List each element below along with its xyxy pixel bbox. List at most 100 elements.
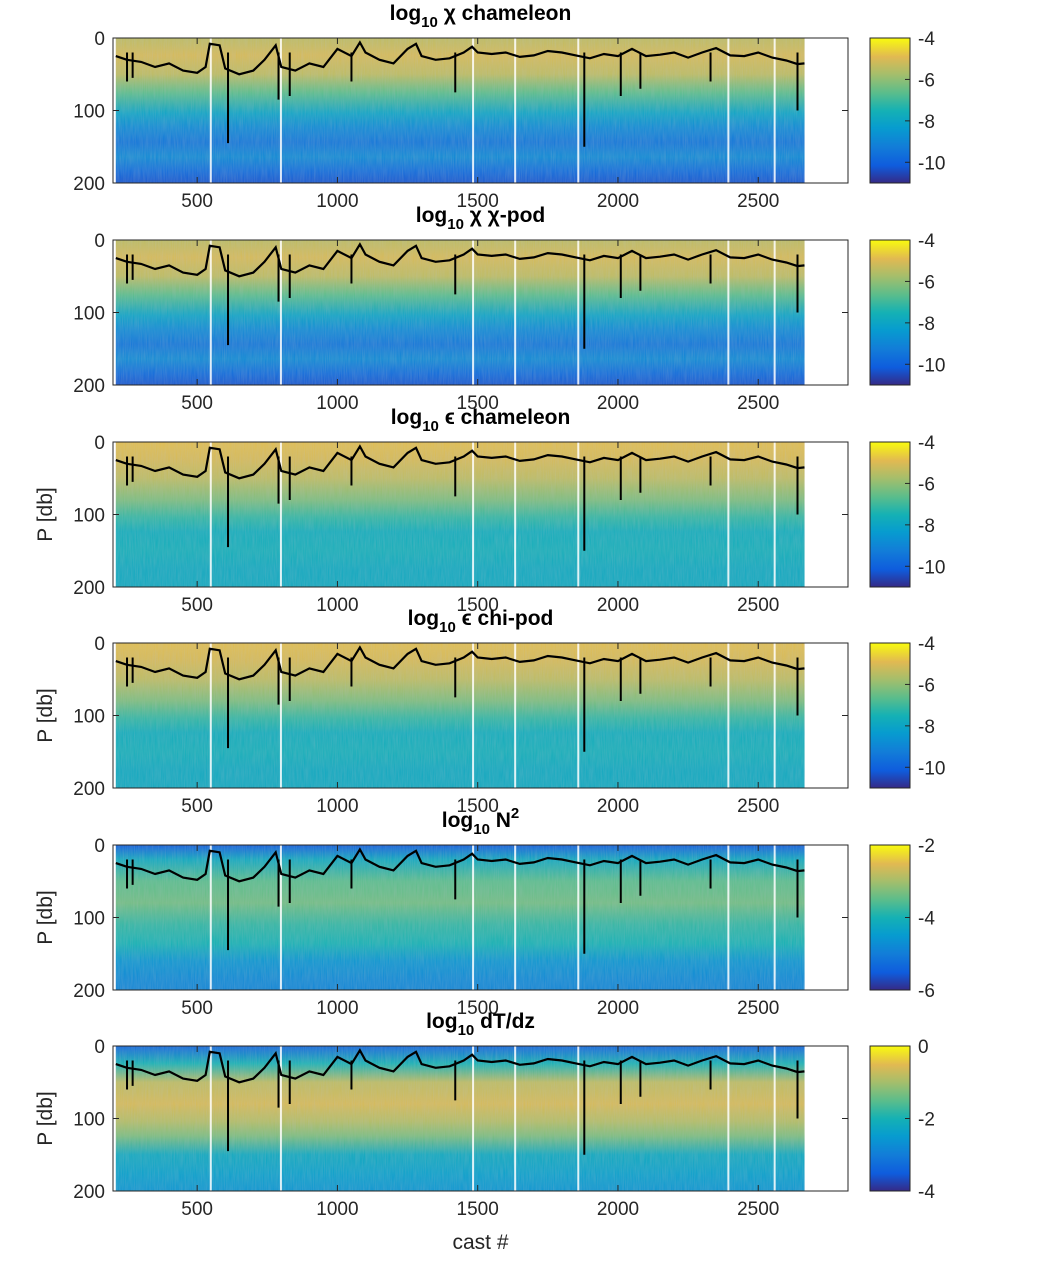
colorbar [870, 643, 910, 788]
panel-3: 500 1000 1500 2000 2500 0 100 200 log10 ϵ chamel… [34, 406, 945, 616]
gap-line-2 [279, 845, 282, 990]
gap-line-2 [279, 240, 282, 385]
y-tick-label: 0 [94, 29, 105, 50]
y-axis-label: P [db] [34, 1091, 57, 1146]
gap-line-1 [209, 1046, 212, 1191]
gap-line-3 [472, 38, 475, 183]
y-tick-label: 0 [94, 634, 105, 655]
x-tick-label: 1000 [316, 796, 358, 817]
x-tick-label: 2000 [597, 191, 639, 212]
panel-title: log10 dT/dz [426, 1010, 535, 1039]
gap-line-4 [514, 38, 517, 183]
colorbar-tick-label: -4 [918, 231, 935, 252]
x-tick-label: 2000 [597, 393, 639, 414]
heatmap-texture [115, 643, 805, 788]
y-tick-label: 100 [73, 102, 105, 123]
colorbar-tick-label: -4 [918, 909, 935, 930]
gap-line-4 [514, 1046, 517, 1191]
panel-title: log10 ϵ chameleon [391, 406, 571, 435]
colorbar [870, 240, 910, 385]
gap-line-2 [279, 442, 282, 587]
colorbar-tick-label: -4 [918, 634, 935, 655]
panel-title: log10 N2 [442, 805, 520, 838]
colorbar [870, 1046, 910, 1191]
x-tick-label: 2500 [737, 796, 779, 817]
y-tick-label: 100 [73, 909, 105, 930]
x-tick-label: 1500 [457, 191, 499, 212]
heatmap-texture [115, 442, 805, 587]
gap-line-2 [279, 38, 282, 183]
y-tick-label: 200 [73, 1182, 105, 1203]
x-tick-label: 2000 [597, 796, 639, 817]
x-tick-label: 1000 [316, 595, 358, 616]
x-tick-label: 2500 [737, 1199, 779, 1220]
panel-6: 500 1000 1500 2000 2500 0 100 200 log10 dT/dz P [… [34, 1010, 935, 1254]
colorbar-tick-label: -6 [918, 70, 935, 91]
gap-line-6 [727, 643, 730, 788]
heatmap-texture [115, 1046, 805, 1191]
x-tick-label: 1500 [457, 393, 499, 414]
gap-line-1 [209, 442, 212, 587]
x-tick-label: 500 [181, 1199, 213, 1220]
x-tick-label: 1500 [457, 595, 499, 616]
gap-line-5 [577, 643, 580, 788]
panel-2: 500 1000 1500 2000 2500 0 100 200 log10 χ χ-pod -… [73, 204, 945, 414]
colorbar-tick-label: 0 [918, 1037, 929, 1058]
panel-4: 500 1000 1500 2000 2500 0 100 200 log10 ϵ chi-po… [34, 607, 945, 817]
gap-line-7 [773, 643, 776, 788]
y-axis-label: P [db] [34, 890, 57, 945]
x-tick-label: 500 [181, 191, 213, 212]
panel-5: 500 1000 1500 2000 2500 0 100 200 log10 N2 P [db]… [34, 805, 935, 1019]
overlay-line [115, 40, 805, 76]
colorbar-tick-label: -6 [918, 981, 935, 1002]
colorbar [870, 38, 910, 183]
gap-line-4 [514, 442, 517, 587]
overlay-line [115, 847, 805, 883]
colorbar-tick-label: -4 [918, 433, 935, 454]
x-tick-label: 500 [181, 393, 213, 414]
y-tick-label: 200 [73, 578, 105, 599]
x-axis-label: cast # [452, 1231, 508, 1254]
colorbar-box [869, 37, 911, 184]
gap-line-6 [727, 240, 730, 385]
overlay-line [115, 645, 805, 681]
colorbar-tick-label: -6 [918, 474, 935, 495]
colorbar-tick-label: -2 [918, 836, 935, 857]
y-tick-label: 0 [94, 1037, 105, 1058]
panel-title: log10 ϵ chi-pod [408, 607, 554, 636]
y-tick-label: 0 [94, 836, 105, 857]
gap-line-1 [209, 845, 212, 990]
colorbar-tick-label: -2 [918, 1110, 935, 1131]
gap-line-6 [727, 38, 730, 183]
gap-line-7 [773, 442, 776, 587]
gap-line-2 [279, 643, 282, 788]
y-tick-label: 100 [73, 1110, 105, 1131]
gap-line-4 [514, 240, 517, 385]
colorbar-tick-label: -4 [918, 1182, 935, 1203]
colorbar-tick-label: -6 [918, 675, 935, 696]
x-tick-label: 1000 [316, 998, 358, 1019]
panel-title: log10 χ chameleon [390, 2, 572, 31]
gap-line-5 [577, 240, 580, 385]
gap-line-3 [472, 1046, 475, 1191]
gap-line-7 [773, 38, 776, 183]
gap-line-6 [727, 1046, 730, 1191]
colorbar-tick-label: -8 [918, 314, 935, 335]
x-tick-label: 500 [181, 998, 213, 1019]
colorbar-box [869, 239, 911, 386]
y-tick-label: 200 [73, 376, 105, 397]
colorbar-tick-label: -10 [918, 355, 945, 376]
gap-line-4 [514, 845, 517, 990]
y-axis-label: P [db] [34, 487, 57, 542]
y-axis-label: P [db] [34, 688, 57, 743]
gap-line-6 [727, 442, 730, 587]
colorbar-tick-label: -8 [918, 717, 935, 738]
colorbar-tick-label: -10 [918, 153, 945, 174]
gap-line-4 [514, 643, 517, 788]
y-tick-label: 0 [94, 433, 105, 454]
x-tick-label: 2500 [737, 191, 779, 212]
colorbar-tick-label: -10 [918, 758, 945, 779]
x-tick-label: 1500 [457, 1199, 499, 1220]
y-tick-label: 200 [73, 779, 105, 800]
x-tick-label: 1000 [316, 1199, 358, 1220]
